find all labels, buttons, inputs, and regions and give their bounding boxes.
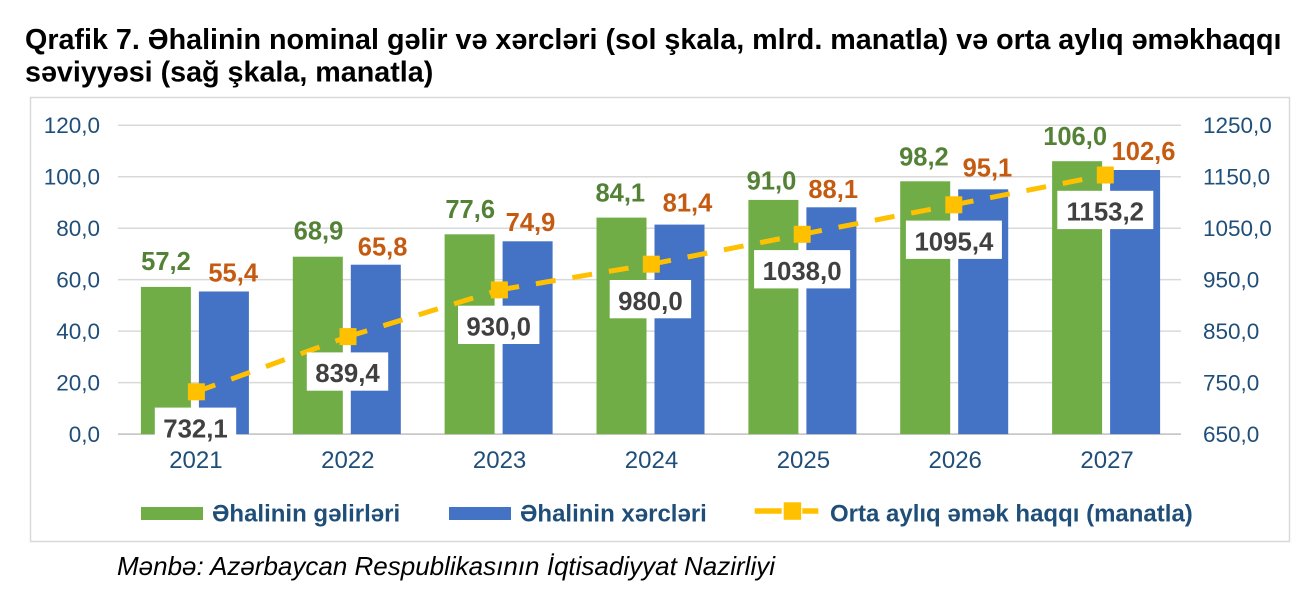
svg-text:Qrafik 7. Əhalinin nominal gəl: Qrafik 7. Əhalinin nominal gəlir və xərc…	[25, 24, 1281, 56]
svg-text:84,1: 84,1	[595, 180, 645, 208]
svg-text:980,0: 980,0	[618, 288, 683, 316]
svg-text:81,4: 81,4	[663, 190, 713, 218]
svg-text:750,0: 750,0	[1203, 371, 1259, 396]
svg-text:91,0: 91,0	[747, 168, 797, 196]
svg-text:930,0: 930,0	[466, 314, 531, 342]
svg-text:20,0: 20,0	[56, 371, 100, 396]
svg-text:80,0: 80,0	[56, 216, 100, 241]
svg-text:732,1: 732,1	[163, 415, 228, 443]
svg-text:1150,0: 1150,0	[1203, 165, 1270, 190]
svg-text:Əhalinin xərcləri: Əhalinin xərcləri	[520, 501, 707, 528]
svg-text:40,0: 40,0	[56, 319, 100, 344]
svg-text:850,0: 850,0	[1203, 319, 1259, 344]
svg-text:839,4: 839,4	[315, 360, 380, 388]
svg-text:60,0: 60,0	[56, 268, 100, 293]
svg-text:2025: 2025	[777, 447, 830, 474]
svg-text:57,2: 57,2	[141, 248, 191, 276]
svg-text:2023: 2023	[473, 447, 526, 474]
svg-text:68,9: 68,9	[294, 218, 344, 246]
svg-text:1038,0: 1038,0	[763, 258, 842, 286]
svg-text:2022: 2022	[321, 447, 374, 474]
svg-text:1250,0: 1250,0	[1203, 113, 1272, 138]
svg-text:120,0: 120,0	[44, 113, 100, 138]
svg-text:74,9: 74,9	[506, 209, 556, 237]
svg-text:səviyyəsi (sağ şkala, manatla): səviyyəsi (sağ şkala, manatla)	[25, 57, 433, 89]
svg-text:1153,2: 1153,2	[1067, 199, 1144, 227]
svg-text:95,1: 95,1	[963, 155, 1013, 183]
svg-text:1050,0: 1050,0	[1203, 216, 1272, 241]
svg-text:2021: 2021	[169, 447, 222, 474]
svg-text:2026: 2026	[929, 447, 982, 474]
svg-text:2027: 2027	[1080, 447, 1133, 474]
svg-text:98,2: 98,2	[899, 143, 949, 171]
svg-text:65,8: 65,8	[358, 233, 408, 261]
svg-text:950,0: 950,0	[1203, 268, 1259, 293]
svg-text:0,0: 0,0	[69, 422, 100, 447]
svg-text:1095,4: 1095,4	[914, 228, 994, 256]
svg-text:55,4: 55,4	[208, 259, 258, 287]
svg-text:100,0: 100,0	[44, 165, 100, 190]
svg-text:88,1: 88,1	[808, 176, 858, 204]
svg-text:106,0: 106,0	[1043, 123, 1107, 151]
svg-text:650,0: 650,0	[1203, 422, 1259, 447]
svg-text:Orta aylıq əmək haqqı (manatla: Orta aylıq əmək haqqı (manatla)	[830, 501, 1193, 528]
svg-text:Mənbə: Azərbaycan Respublikası: Mənbə: Azərbaycan Respublikasının İqtisa…	[117, 551, 776, 581]
svg-text:Əhalinin gəlirləri: Əhalinin gəlirləri	[212, 501, 400, 528]
svg-text:2024: 2024	[625, 447, 678, 474]
svg-text:102,6: 102,6	[1112, 138, 1176, 166]
svg-text:77,6: 77,6	[445, 196, 495, 224]
